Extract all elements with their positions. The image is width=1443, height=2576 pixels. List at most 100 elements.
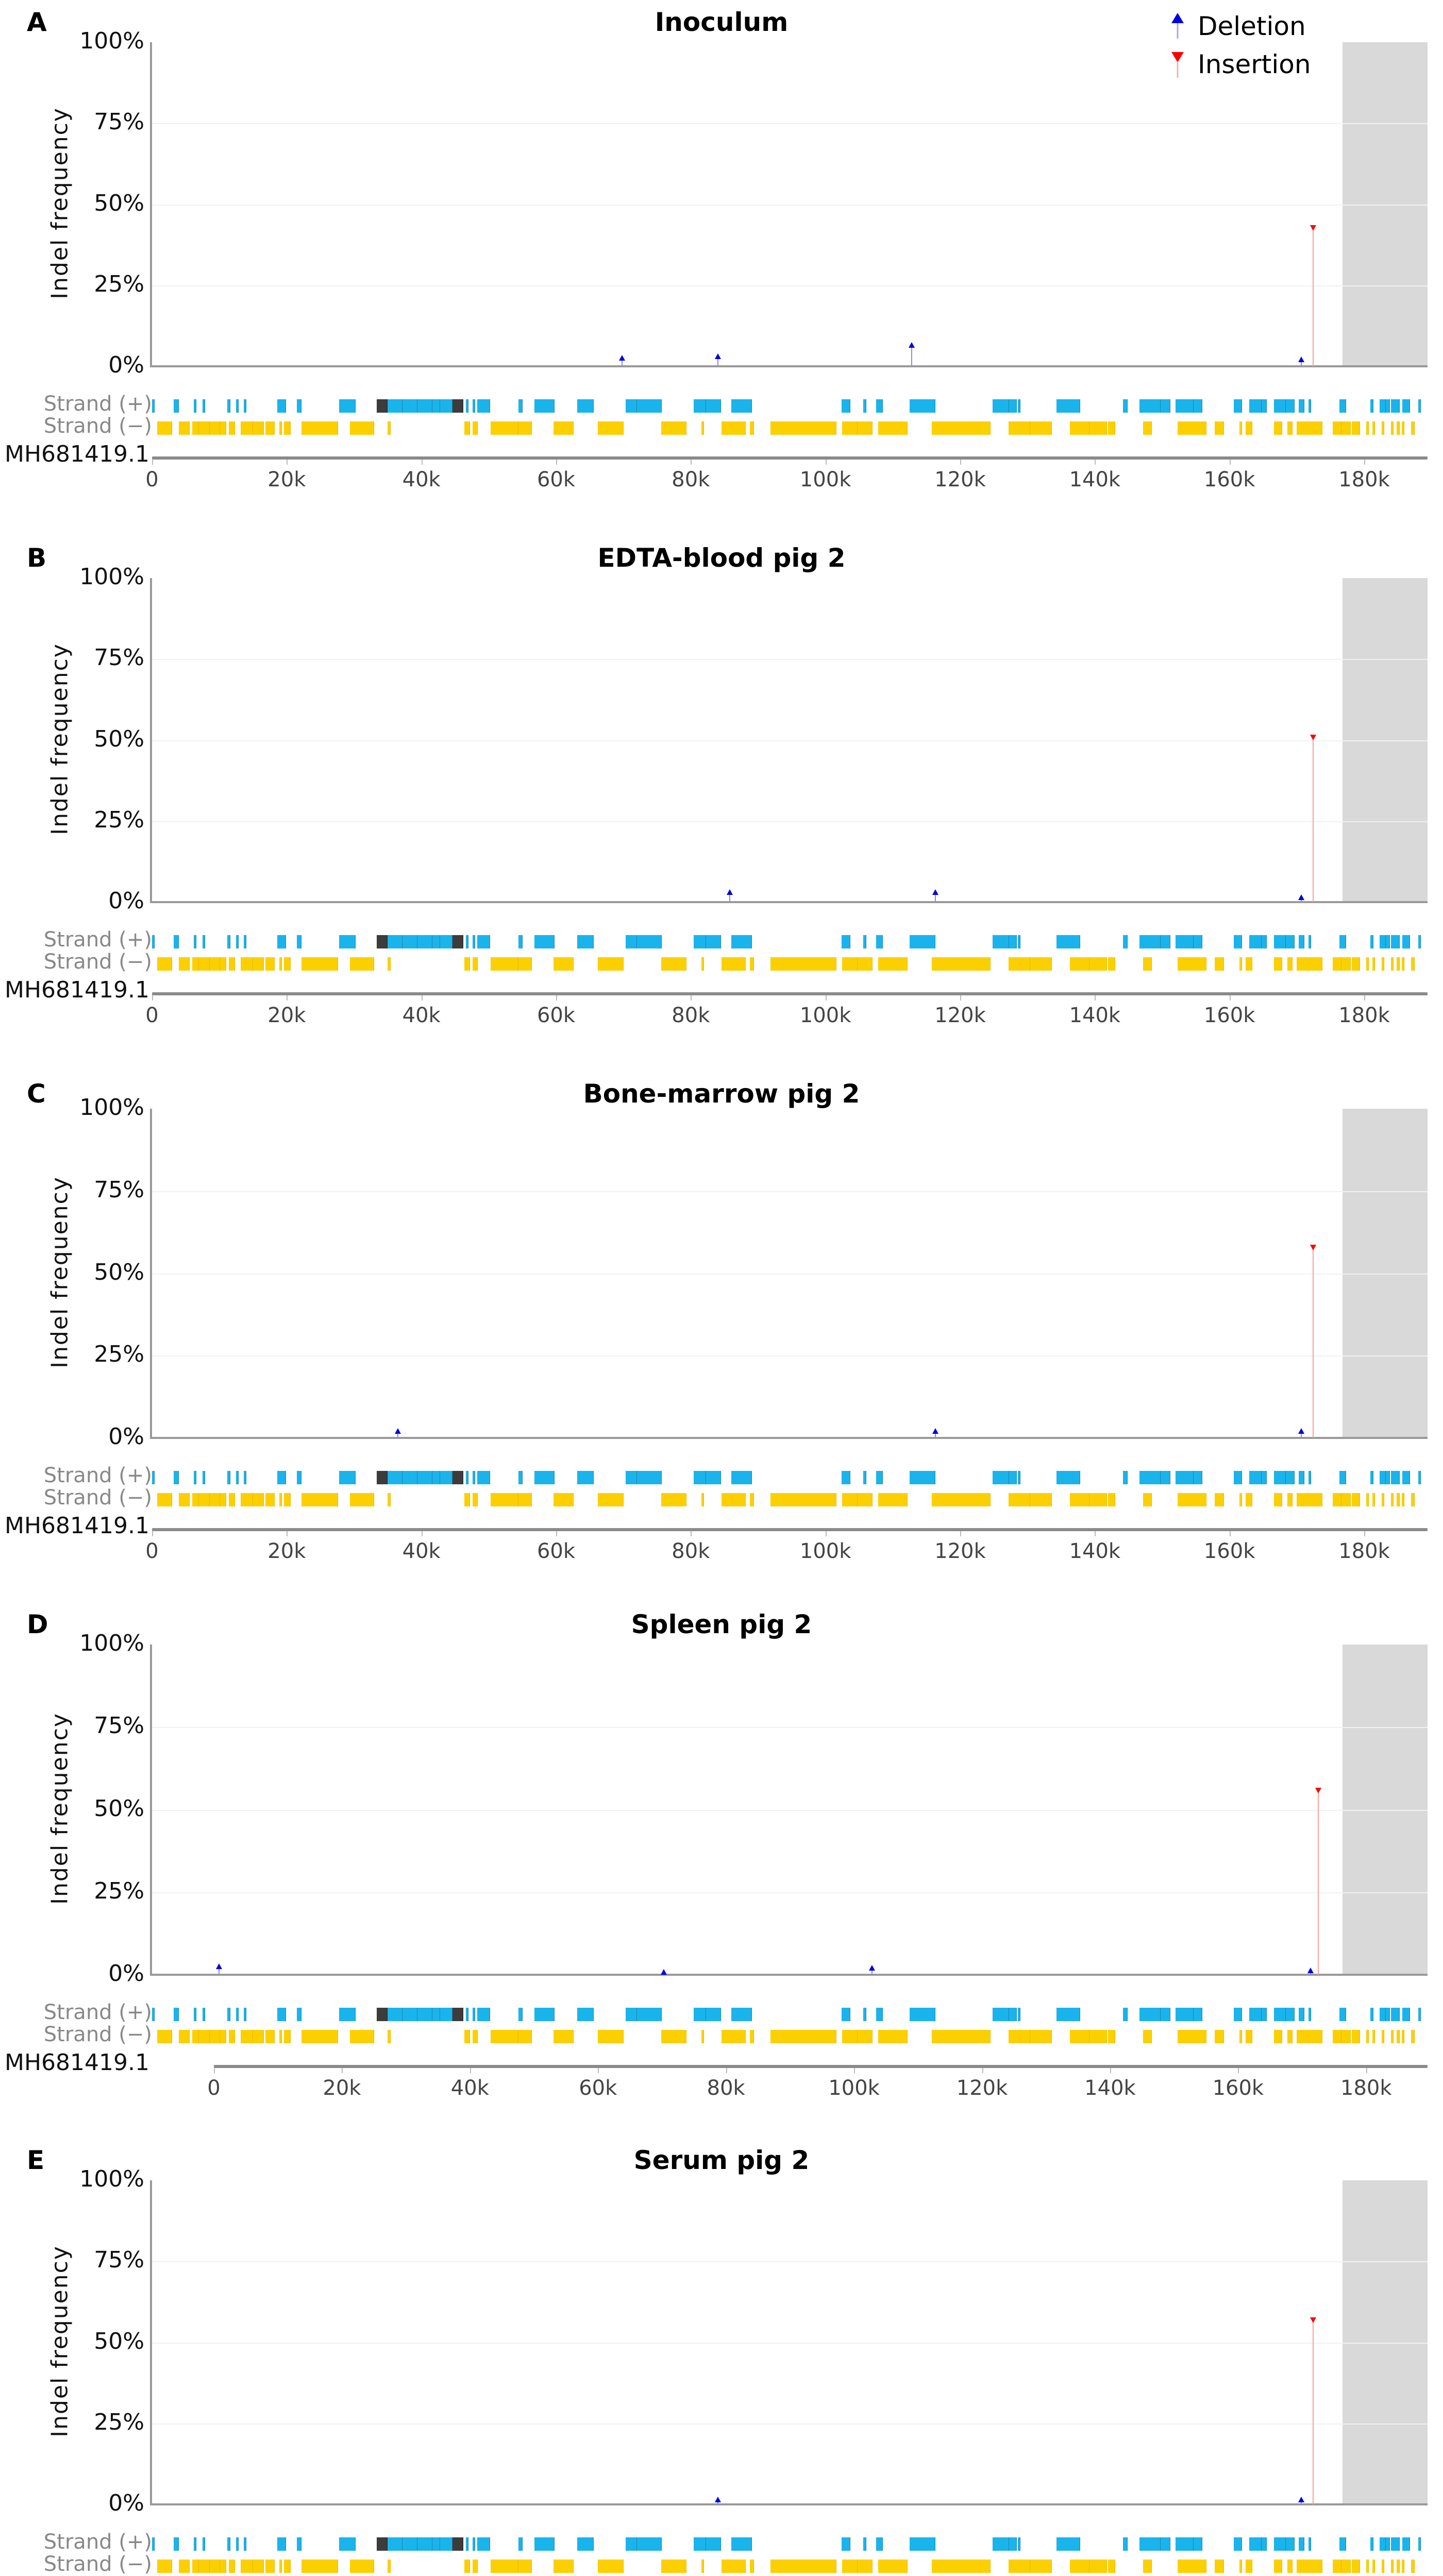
gene-plus[interactable]: [1370, 1471, 1374, 1484]
gene-minus[interactable]: [464, 1493, 470, 1506]
gene-minus[interactable]: [464, 421, 470, 435]
gene-plus[interactable]: [577, 2537, 594, 2551]
gene-plus[interactable]: [1308, 935, 1311, 948]
gene-plus[interactable]: [194, 2537, 197, 2551]
gene-plus[interactable]: [417, 399, 432, 413]
gene-minus[interactable]: [472, 957, 478, 971]
gene-plus[interactable]: [706, 399, 722, 413]
gene-minus[interactable]: [1287, 421, 1293, 435]
gene-minus[interactable]: [1089, 2560, 1107, 2573]
gene-plus[interactable]: [194, 2008, 197, 2021]
gene-plus[interactable]: [296, 1471, 302, 1484]
gene-plus[interactable]: [465, 2008, 469, 2021]
gene-plus[interactable]: [992, 2008, 1010, 2021]
gene-plus[interactable]: [1194, 399, 1203, 413]
gene-plus[interactable]: [1286, 935, 1295, 948]
gene-plus[interactable]: [339, 2537, 356, 2551]
gene-plus[interactable]: [910, 1471, 935, 1484]
gene-minus[interactable]: [1396, 957, 1400, 971]
gene-minus[interactable]: [518, 957, 532, 971]
gene-minus[interactable]: [858, 2560, 873, 2573]
gene-minus[interactable]: [553, 2560, 574, 2573]
gene-minus[interactable]: [878, 2030, 908, 2043]
gene-plus[interactable]: [1161, 399, 1170, 413]
gene-plus[interactable]: [1009, 2537, 1017, 2551]
gene-minus[interactable]: [1411, 2030, 1415, 2043]
gene-plus[interactable]: [452, 2537, 463, 2551]
gene-minus[interactable]: [518, 421, 532, 435]
gene-plus[interactable]: [534, 2008, 555, 2021]
gene-plus[interactable]: [277, 399, 287, 413]
gene-plus[interactable]: [1385, 399, 1390, 413]
gene-minus[interactable]: [842, 2560, 858, 2573]
gene-minus[interactable]: [1030, 421, 1052, 435]
gene-minus[interactable]: [284, 421, 291, 435]
gene-minus[interactable]: [722, 2030, 746, 2043]
gene-plus[interactable]: [706, 1471, 722, 1484]
gene-plus[interactable]: [1391, 935, 1400, 948]
gene-plus[interactable]: [992, 1471, 1010, 1484]
gene-minus[interactable]: [858, 2030, 873, 2043]
gene-plus[interactable]: [1286, 1471, 1295, 1484]
gene-plus[interactable]: [203, 2008, 206, 2021]
gene-plus[interactable]: [1370, 2537, 1374, 2551]
gene-plus[interactable]: [863, 2537, 867, 2551]
gene-minus[interactable]: [1108, 957, 1115, 971]
gene-minus[interactable]: [1391, 2560, 1394, 2573]
gene-minus[interactable]: [770, 957, 836, 971]
gene-minus[interactable]: [491, 2030, 518, 2043]
gene-minus[interactable]: [1239, 2560, 1243, 2573]
gene-minus[interactable]: [199, 2560, 210, 2573]
gene-minus[interactable]: [1352, 2560, 1361, 2573]
gene-plus[interactable]: [402, 2008, 417, 2021]
gene-minus[interactable]: [210, 2560, 220, 2573]
gene-plus[interactable]: [636, 1471, 662, 1484]
gene-plus[interactable]: [477, 2008, 490, 2021]
gene-minus[interactable]: [210, 2030, 220, 2043]
gene-minus[interactable]: [228, 957, 235, 971]
gene-plus[interactable]: [1233, 935, 1243, 948]
gene-plus[interactable]: [706, 935, 722, 948]
gene-plus[interactable]: [477, 1471, 490, 1484]
deletion-marker-icon[interactable]: [714, 2496, 721, 2502]
gene-minus[interactable]: [1108, 2560, 1115, 2573]
gene-plus[interactable]: [377, 935, 388, 948]
gene-plus[interactable]: [1161, 2537, 1170, 2551]
gene-plus[interactable]: [377, 2008, 388, 2021]
deletion-marker-icon[interactable]: [727, 889, 733, 895]
gene-minus[interactable]: [1214, 421, 1224, 435]
gene-minus[interactable]: [388, 421, 391, 435]
gene-plus[interactable]: [173, 2537, 179, 2551]
gene-plus[interactable]: [1273, 2537, 1286, 2551]
gene-plus[interactable]: [693, 2008, 707, 2021]
insertion-marker-icon[interactable]: [1310, 1245, 1316, 1251]
gene-minus[interactable]: [464, 2030, 470, 2043]
gene-plus[interactable]: [472, 399, 476, 413]
gene-plus[interactable]: [1161, 2008, 1170, 2021]
gene-plus[interactable]: [243, 399, 246, 413]
gene-minus[interactable]: [179, 2560, 190, 2573]
gene-plus[interactable]: [910, 2537, 935, 2551]
gene-plus[interactable]: [1385, 2537, 1390, 2551]
gene-plus[interactable]: [1308, 1471, 1311, 1484]
gene-minus[interactable]: [932, 957, 991, 971]
gene-minus[interactable]: [1381, 2560, 1384, 2573]
gene-minus[interactable]: [661, 2560, 687, 2573]
gene-minus[interactable]: [1239, 421, 1243, 435]
gene-plus[interactable]: [1262, 1471, 1267, 1484]
gene-minus[interactable]: [553, 1493, 574, 1506]
gene-plus[interactable]: [388, 2008, 403, 2021]
gene-minus[interactable]: [157, 2030, 173, 2043]
gene-plus[interactable]: [417, 2008, 432, 2021]
gene-minus[interactable]: [1391, 2030, 1394, 2043]
gene-plus[interactable]: [1380, 399, 1386, 413]
gene-minus[interactable]: [1297, 421, 1322, 435]
gene-minus[interactable]: [750, 2030, 754, 2043]
deletion-marker-icon[interactable]: [619, 355, 626, 361]
gene-minus[interactable]: [179, 957, 190, 971]
gene-minus[interactable]: [1411, 421, 1415, 435]
gene-minus[interactable]: [284, 2560, 291, 2573]
gene-minus[interactable]: [722, 1493, 746, 1506]
gene-minus[interactable]: [388, 1493, 391, 1506]
gene-plus[interactable]: [243, 2008, 246, 2021]
